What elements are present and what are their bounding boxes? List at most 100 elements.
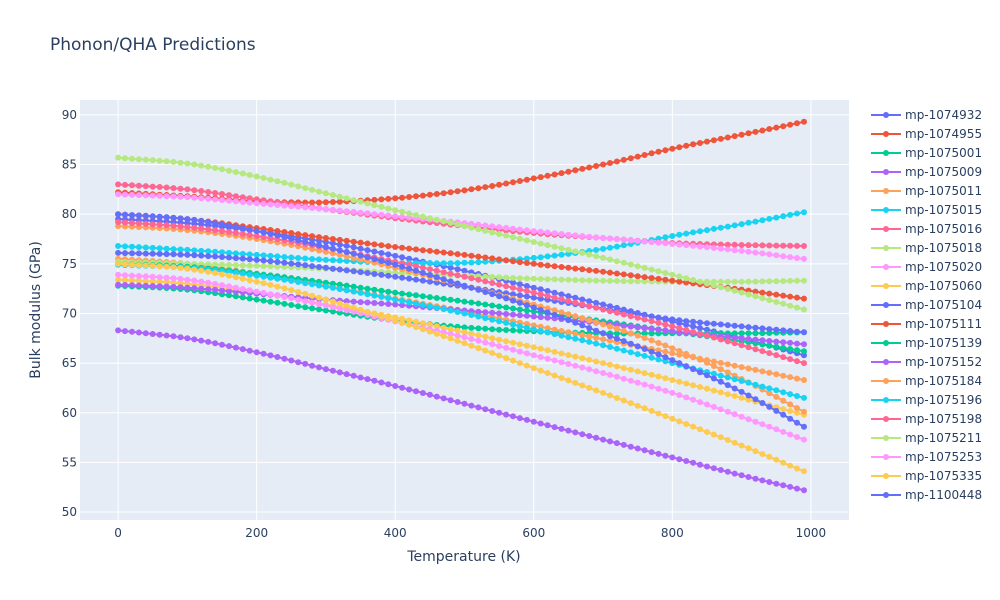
data-point [149,213,156,220]
data-point [759,348,766,355]
data-point [309,299,316,306]
data-point [607,269,613,276]
data-point [392,244,399,250]
data-point [600,389,607,396]
data-point [357,284,364,291]
legend-label: mp-1075139 [905,336,982,350]
legend-item[interactable]: mp-1075184 [871,374,982,388]
data-point [274,299,281,306]
data-point [170,251,177,258]
data-point [198,252,205,259]
data-point [544,325,551,332]
data-point [392,273,399,280]
data-point [115,211,122,218]
data-point [572,429,579,436]
data-point [710,137,717,144]
data-point [516,306,523,313]
data-point [302,290,309,297]
data-point [537,345,544,352]
legend-item[interactable]: mp-1075015 [871,203,982,217]
data-point [745,474,752,480]
data-point [385,295,392,302]
data-point [316,242,322,249]
legend-label: mp-1075009 [905,165,982,179]
legend-item[interactable]: mp-1075018 [871,241,982,255]
legend-item[interactable]: mp-1075253 [871,450,982,464]
data-point [170,193,177,200]
data-point [510,179,516,186]
data-point [613,330,620,337]
data-point [690,353,697,360]
data-point [232,274,239,281]
data-point [683,458,690,464]
legend-item[interactable]: mp-1075139 [871,336,982,350]
legend-label: mp-1075196 [905,393,982,407]
data-point [129,220,135,227]
data-point [607,256,613,263]
data-point [142,244,149,251]
legend-item[interactable]: mp-1075152 [871,355,982,369]
data-point [759,383,766,390]
data-point [634,314,641,321]
data-point [565,246,572,253]
data-point [371,211,378,218]
data-point [371,196,378,203]
legend-item[interactable]: mp-1075016 [871,222,982,236]
data-point [496,181,503,188]
data-point [246,277,253,284]
data-point [295,261,302,268]
legend-item[interactable]: mp-1075211 [871,431,982,445]
legend-item[interactable]: mp-1075011 [871,184,982,198]
legend-item[interactable]: mp-1075111 [871,317,982,331]
data-point [697,426,703,433]
legend-item[interactable]: mp-1075060 [871,279,982,293]
data-point [593,253,600,260]
data-point [704,359,710,366]
legend-item[interactable]: mp-1075104 [871,298,982,312]
data-point [600,370,607,376]
legend-item[interactable]: mp-1075198 [871,412,982,426]
legend-item[interactable]: mp-1075009 [871,165,982,179]
data-point [530,254,537,261]
legend-item[interactable]: mp-1074955 [871,127,982,141]
data-point [648,318,655,325]
legend-item[interactable]: mp-1075020 [871,260,982,274]
data-point [454,272,461,279]
data-point [461,334,468,341]
data-point [135,250,142,257]
data-point [295,359,302,366]
data-point [731,334,738,341]
data-point [607,438,613,445]
legend-item[interactable]: mp-1100448 [871,488,982,502]
data-point [295,237,302,244]
data-point [655,356,662,363]
data-point [329,240,336,247]
data-point [336,305,343,312]
data-point [710,358,717,365]
data-point [246,287,253,294]
legend-item[interactable]: mp-1075335 [871,469,982,483]
legend-item[interactable]: mp-1075001 [871,146,982,160]
legend-item[interactable]: mp-1075196 [871,393,982,407]
data-point [364,308,371,315]
data-point [129,277,135,284]
data-point [558,350,565,357]
data-point [697,243,703,250]
legend-item[interactable]: mp-1074932 [871,108,982,122]
data-point [163,158,170,165]
data-point [634,402,641,409]
data-point [669,233,676,239]
data-point [593,277,600,284]
data-point [634,263,641,270]
data-point [350,283,357,290]
data-point [482,301,489,308]
data-point [281,254,288,260]
legend[interactable]: mp-1074932 mp-1074955 mp-1075001 mp-1075009… [871,108,982,502]
data-point [316,364,322,371]
legend-marker [883,169,889,175]
data-point [496,224,503,231]
data-point [378,379,385,386]
data-point [586,233,593,240]
legend-marker [883,378,889,384]
data-point [406,265,413,272]
